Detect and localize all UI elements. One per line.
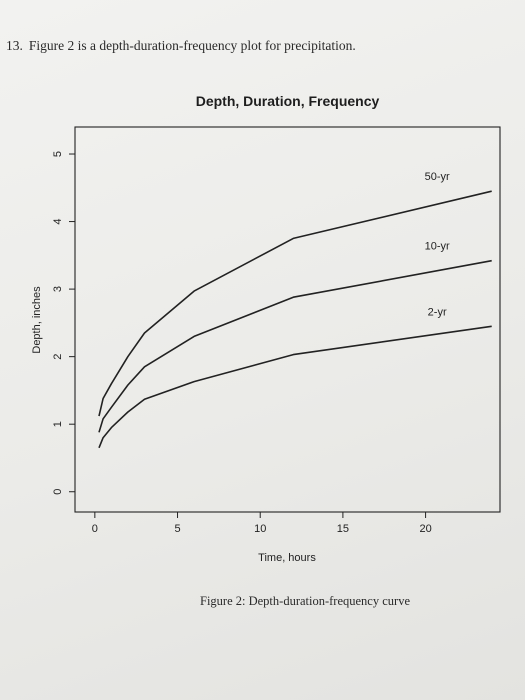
y-tick-label: 1 (52, 421, 64, 427)
x-tick-label: 20 (419, 523, 431, 535)
x-tick-label: 0 (92, 523, 98, 535)
x-tick-label: 10 (254, 523, 266, 535)
x-tick-label: 15 (337, 523, 349, 535)
chart-title: Depth, Duration, Frequency (195, 93, 380, 109)
figure-caption: Figure 2: Depth-duration-frequency curve (200, 594, 410, 608)
series-layer: 50-yr 10-yr 2-yr (98, 171, 492, 449)
series-line-2-yr (98, 325, 492, 449)
problem-text: Figure 2 is a depth-duration-frequency p… (28, 38, 356, 53)
problem-statement: 13. Figure 2 is a depth-duration-frequenc… (6, 38, 356, 54)
series-label-2-yr: 2-yr (428, 306, 447, 318)
y-tick-label: 4 (52, 218, 64, 224)
y-axis-ticks: 0 1 2 3 4 5 (52, 151, 75, 495)
series-label-10-yr: 10-yr (425, 241, 450, 253)
y-tick-label: 2 (52, 354, 64, 360)
y-axis-label: Depth, inches (31, 286, 43, 354)
x-tick-label: 5 (174, 523, 180, 535)
series-line-10-yr (98, 259, 492, 433)
series-line-50-yr (98, 190, 492, 417)
plot-frame (74, 126, 501, 513)
x-axis-label: Time, hours (258, 552, 316, 564)
y-tick-label: 5 (52, 151, 64, 157)
problem-number: 13. (6, 38, 23, 53)
series-label-50-yr: 50-yr (425, 171, 450, 183)
y-tick-label: 0 (52, 489, 64, 495)
x-axis-ticks: 0 5 10 15 20 (92, 512, 432, 535)
y-tick-label: 3 (52, 286, 64, 292)
